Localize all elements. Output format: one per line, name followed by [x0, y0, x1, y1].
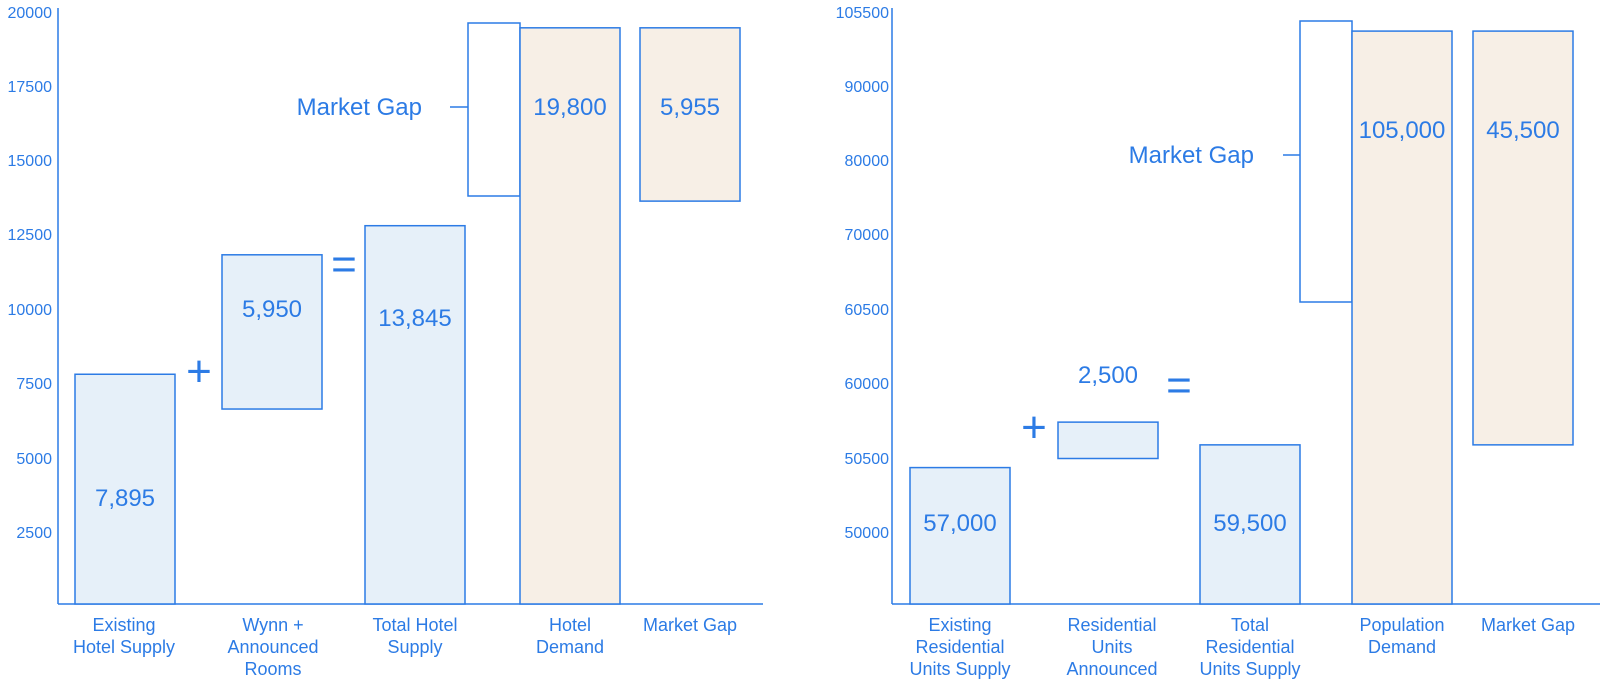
- bar: [519, 27, 621, 605]
- bar: [1351, 30, 1453, 605]
- x-tick-label-line: Total Hotel: [372, 615, 457, 635]
- x-tick-label: Existing Residential Units Supply: [909, 615, 1010, 679]
- y-tick-label: 60500: [845, 302, 890, 319]
- x-tick-label-line: Residential: [1067, 615, 1156, 635]
- x-tick-label-line: Announced: [1066, 659, 1157, 679]
- bar: [74, 373, 176, 605]
- x-tick-label: Residential Units Announced: [1066, 615, 1157, 679]
- y-tick-label: 80000: [845, 153, 890, 170]
- x-tick-label: Market Gap: [643, 615, 737, 635]
- x-tick-label-line: Announced: [227, 637, 318, 657]
- y-tick-label: 5000: [16, 451, 52, 468]
- y-tick-label: 50500: [845, 451, 890, 468]
- equals-operator: =: [331, 240, 357, 289]
- x-tick-label-line: Rooms: [244, 659, 301, 679]
- data-label: 5,955: [660, 94, 720, 121]
- y-tick-label: 7500: [16, 376, 52, 393]
- x-tick-label-line: Existing: [92, 615, 155, 635]
- y-tick-label: 17500: [8, 79, 53, 96]
- x-tick-label: Total Residential Units Supply: [1199, 615, 1300, 679]
- market-gap-bracket: [467, 22, 521, 197]
- y-tick-label: 2500: [16, 525, 52, 542]
- bar: [909, 466, 1011, 605]
- market-gap-annotation: Market Gap: [297, 94, 422, 121]
- y-tick-label: 12500: [8, 227, 53, 244]
- x-tick-label-line: Units Supply: [909, 659, 1010, 679]
- x-tick-label-line: Units: [1091, 637, 1132, 657]
- data-label: 19,800: [533, 94, 606, 121]
- bar: [221, 254, 323, 410]
- y-tick-label: 15000: [8, 153, 53, 170]
- x-tick-label: Existing Hotel Supply: [73, 615, 175, 657]
- y-tick-label: 60000: [845, 376, 890, 393]
- market-gap-annotation: Market Gap: [1129, 142, 1254, 169]
- data-label: 45,500: [1486, 117, 1559, 144]
- bar: [1199, 444, 1301, 605]
- x-tick-label: Population Demand: [1359, 615, 1444, 657]
- x-tick-label-line: Residential: [915, 637, 1004, 657]
- x-tick-label-line: Market Gap: [1481, 615, 1575, 635]
- plus-operator: +: [1021, 403, 1047, 452]
- x-tick-label-line: Units Supply: [1199, 659, 1300, 679]
- x-tick-label-line: Hotel: [549, 615, 591, 635]
- x-tick-label-line: Wynn +: [242, 615, 303, 635]
- y-tick-label: 90000: [845, 79, 890, 96]
- data-label: 5,950: [242, 296, 302, 323]
- equals-operator: =: [1166, 361, 1192, 410]
- x-tick-label-line: Demand: [1368, 637, 1436, 657]
- x-tick-label-line: Supply: [387, 637, 442, 657]
- x-tick-label: Total Hotel Supply: [372, 615, 457, 657]
- x-tick-label: Hotel Demand: [536, 615, 604, 657]
- market-gap-bracket: [1299, 20, 1353, 303]
- data-label: 7,895: [95, 485, 155, 512]
- y-tick-label: 70000: [845, 227, 890, 244]
- x-tick-label-line: Market Gap: [643, 615, 737, 635]
- y-tick-label: 10000: [8, 302, 53, 319]
- y-tick-label: 105500: [836, 5, 889, 22]
- data-label: 2,500: [1078, 362, 1138, 389]
- y-tick-label: 50000: [845, 525, 890, 542]
- data-label: 59,500: [1213, 510, 1286, 537]
- bar: [1472, 30, 1574, 446]
- residential-chart-panel: 105500 90000 80000 70000 60500 60000 50500 5000…: [836, 5, 1600, 679]
- x-tick-label-line: Hotel Supply: [73, 637, 175, 657]
- data-label: 13,845: [378, 305, 451, 332]
- data-label: 105,000: [1359, 117, 1446, 144]
- bar: [639, 27, 741, 202]
- x-tick-label-line: Existing: [928, 615, 991, 635]
- bar: [364, 224, 466, 605]
- x-tick-label: Market Gap: [1481, 615, 1575, 635]
- x-tick-label: Wynn + Announced Rooms: [227, 615, 318, 679]
- x-tick-label-line: Total: [1231, 615, 1269, 635]
- bar: [1057, 421, 1159, 460]
- hotel-chart-panel: 20000 17500 15000 12500 10000 7500 5000 2500 Mar…: [8, 5, 763, 679]
- x-tick-label-line: Demand: [536, 637, 604, 657]
- x-tick-label-line: Residential: [1205, 637, 1294, 657]
- plus-operator: +: [186, 347, 212, 396]
- data-label: 57,000: [923, 510, 996, 537]
- y-tick-label: 20000: [8, 5, 53, 22]
- x-tick-label-line: Population: [1359, 615, 1444, 635]
